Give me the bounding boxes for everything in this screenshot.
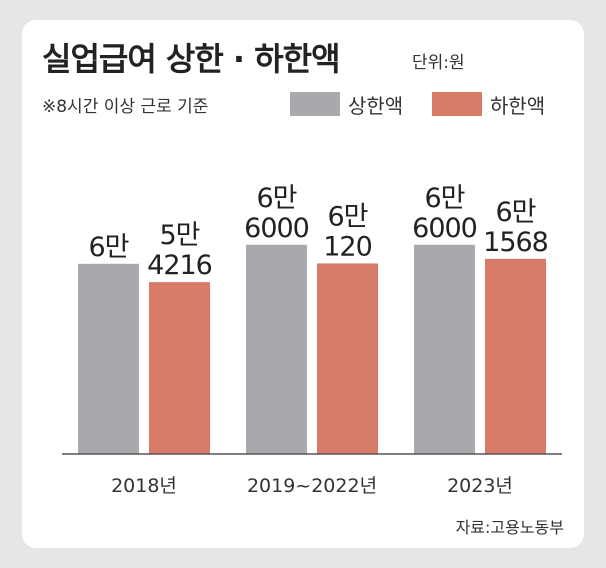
legend-swatch-lower — [432, 92, 482, 116]
legend-swatch-upper — [290, 92, 340, 116]
unit-label: 단위:원 — [412, 53, 465, 73]
bar-upper-2 — [414, 244, 475, 454]
bar-value-label: 1568 — [483, 227, 548, 258]
bar-lower-2 — [485, 258, 546, 454]
basis-note: ※8시간 이상 근로 기준 — [42, 97, 209, 117]
bar-value-label: 6만 — [495, 197, 535, 228]
bar-value-label: 120 — [323, 231, 372, 262]
bar-value-label: 6000 — [412, 213, 477, 244]
bar-lower-0 — [149, 282, 210, 454]
bar-upper-1 — [246, 244, 307, 454]
bar-value-label: 6만 — [424, 183, 464, 214]
bar-value-label: 6000 — [244, 213, 309, 244]
bar-value-label: 4216 — [147, 250, 212, 281]
source-label: 자료:고용노동부 — [455, 518, 564, 537]
x-tick-label: 2018년 — [111, 475, 177, 497]
bar-value-label: 6만 — [327, 201, 367, 232]
legend-label-upper: 상한액 — [348, 94, 404, 118]
legend-label-lower: 하한액 — [490, 94, 546, 118]
bar-lower-1 — [317, 263, 378, 454]
bar-upper-0 — [78, 263, 139, 454]
chart-card: 실업급여 상한 · 하한액 단위:원 ※8시간 이상 근로 기준 상한액 하한액… — [22, 20, 584, 548]
bar-value-label: 6만 — [88, 232, 128, 263]
x-tick-label: 2019~2022년 — [247, 475, 377, 497]
bar-value-label: 5만 — [159, 220, 199, 251]
x-tick-label: 2023년 — [447, 475, 513, 497]
bar-value-label: 6만 — [256, 183, 296, 214]
chart-title: 실업급여 상한 · 하한액 — [42, 40, 341, 78]
